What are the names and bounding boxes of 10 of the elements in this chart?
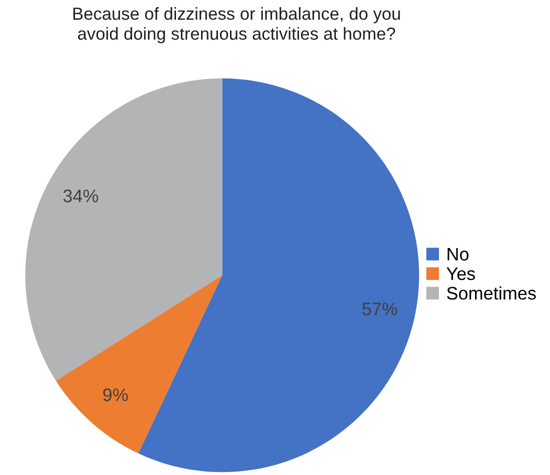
data-label: 9%	[103, 388, 128, 402]
pie-slice	[25, 78, 222, 381]
data-label: 34%	[63, 190, 98, 202]
legend-label: No	[448, 248, 469, 261]
pie-slice	[138, 78, 420, 472]
legend-label: Yes	[446, 268, 475, 280]
data-label: 57%	[362, 302, 398, 316]
legend-label: Sometimes	[447, 286, 536, 300]
pie-slice	[56, 275, 222, 454]
chart-title: Because of dizziness or imbalance, do you avoid doing strenuous activities at home?	[73, 7, 400, 44]
